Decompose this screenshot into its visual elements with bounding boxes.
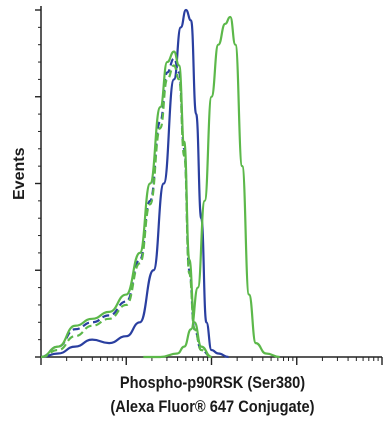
series-line-1 — [40, 8, 229, 359]
series-group — [40, 8, 280, 359]
x-axis-label-line1: Phospho-p90RSK (Ser380) — [119, 373, 306, 392]
series-line-4 — [40, 64, 212, 359]
x-axis-label-line2: (Alexa Fluor® 647 Conjugate) — [110, 397, 315, 416]
series-line-5 — [143, 15, 280, 359]
y-axis-label: Events — [11, 147, 28, 200]
axes — [35, 6, 383, 365]
series-line-3 — [40, 50, 212, 359]
